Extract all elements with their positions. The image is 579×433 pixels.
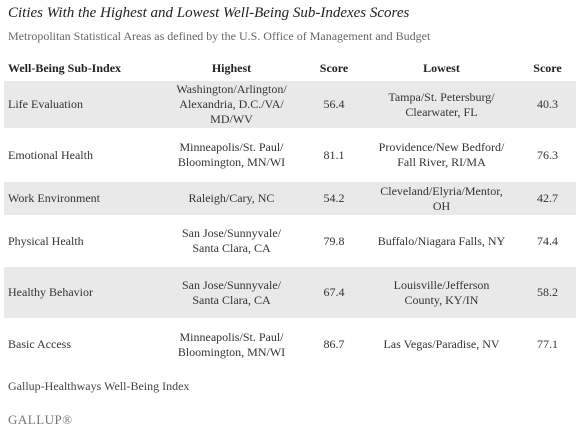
- city-cell: Las Vegas/Paradise, NV: [364, 318, 519, 371]
- city-cell: Tampa/St. Petersburg/Clearwater, FL: [364, 80, 519, 129]
- table-row: Basic Access Minneapolis/St. Paul/Bloomin…: [4, 318, 576, 371]
- table-row: Emotional Health Minneapolis/St. Paul/Blo…: [4, 128, 576, 182]
- table-row: Life Evaluation Washington/Arlington/Alex…: [4, 80, 576, 129]
- score-cell: 86.7: [304, 318, 364, 371]
- row-label: Life Evaluation: [4, 80, 159, 129]
- city-cell: Raleigh/Cary, NC: [159, 181, 304, 216]
- table-row: Physical Health San Jose/Sunnyvale/Santa …: [4, 215, 576, 267]
- table-row: Healthy Behavior San Jose/Sunnyvale/Santa…: [4, 266, 576, 319]
- score-cell: 79.8: [304, 215, 364, 267]
- row-label: Healthy Behavior: [4, 266, 159, 319]
- column-header: Score: [319, 60, 349, 75]
- source: Gallup-Healthways Well-Being Index: [8, 379, 190, 393]
- score-cell: 58.2: [519, 266, 576, 319]
- column-header: Lowest: [423, 60, 460, 75]
- title: Cities With the Highest and Lowest Well-…: [8, 5, 410, 21]
- table: Well-Being Sub-Index Highest Score Lowest Sc…: [4, 56, 576, 371]
- header-row: Well-Being Sub-Index Highest Score Lowest Sc…: [4, 56, 576, 81]
- city-cell: Cleveland/Elyria/Mentor, OH: [364, 181, 519, 216]
- city-cell: Minneapolis/St. Paul/Bloomington, MN/WI: [159, 128, 304, 182]
- logo: GALLUP®: [8, 412, 73, 427]
- score-cell: 76.3: [519, 128, 576, 182]
- city-cell: San Jose/Sunnyvale/Santa Clara, CA: [159, 266, 304, 319]
- table-body: Life Evaluation Washington/Arlington/Alex…: [4, 80, 576, 371]
- row-label: Work Environment: [4, 181, 159, 216]
- row-label: Basic Access: [4, 318, 159, 371]
- score-cell: 42.7: [519, 181, 576, 216]
- score-cell: 67.4: [304, 266, 364, 319]
- row-label: Emotional Health: [4, 128, 159, 182]
- row-label: Physical Health: [4, 215, 159, 267]
- city-cell: Minneapolis/St. Paul/Bloomington, MN/WI: [159, 318, 304, 371]
- column-header: Score: [533, 60, 562, 75]
- score-cell: 56.4: [304, 80, 364, 129]
- city-cell: Buffalo/Niagara Falls, NY: [364, 215, 519, 267]
- city-cell: San Jose/Sunnyvale/Santa Clara, CA: [159, 215, 304, 267]
- column-header: Well-Being Sub-Index: [8, 60, 122, 75]
- score-cell: 54.2: [304, 181, 364, 216]
- score-cell: 74.4: [519, 215, 576, 267]
- column-header: Highest: [211, 60, 252, 75]
- score-cell: 77.1: [519, 318, 576, 371]
- city-cell: Washington/Arlington/Alexandria, D.C./VA…: [159, 80, 304, 129]
- score-cell: 81.1: [304, 128, 364, 182]
- city-cell: Louisville/Jefferson County, KY/IN: [364, 266, 519, 319]
- city-cell: Providence/New Bedford/Fall River, RI/MA: [364, 128, 519, 182]
- score-cell: 40.3: [519, 80, 576, 129]
- table-row: Work Environment Raleigh/Cary, NC 54.2 Clev…: [4, 181, 576, 216]
- subtitle: Metropolitan Statistical Areas as define…: [8, 29, 431, 43]
